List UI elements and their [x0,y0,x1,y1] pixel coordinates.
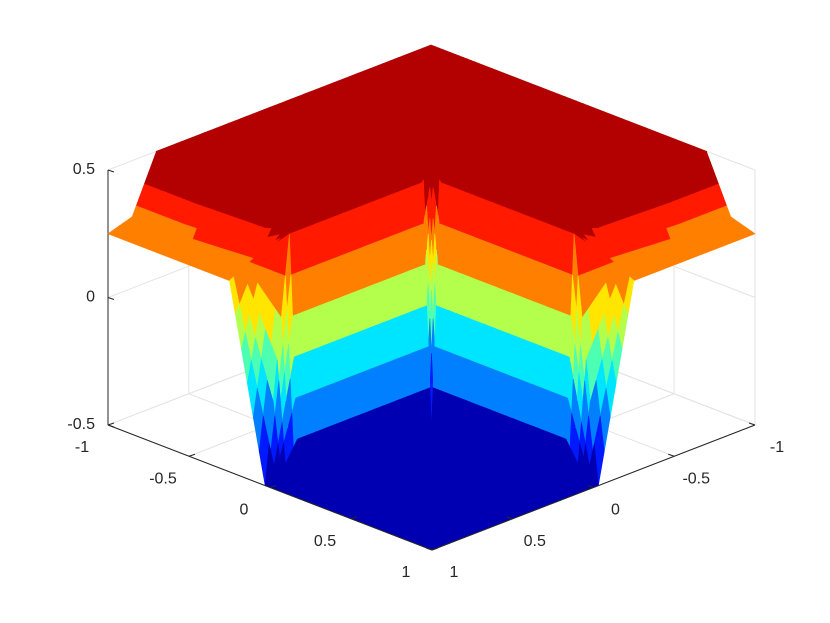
surface-patch [499,205,514,252]
surface-patch [340,292,356,339]
x-tick-label: 0 [240,502,249,519]
x-tick-label: -1 [75,439,89,456]
y-tick-label: 1 [450,564,459,581]
surface-patch [351,246,366,293]
tick-mark [107,297,115,300]
surface-patch [356,369,371,416]
surface-patch [508,292,523,339]
z-tick-label: -0.5 [67,416,95,433]
surface-patch [523,214,538,262]
surface-patch [483,282,499,330]
surface-patch [466,401,482,448]
tick-mark [107,169,115,173]
surface-patch [330,337,345,385]
surface-patch [313,219,328,267]
surface-patch [517,378,532,426]
surface-patch [471,278,487,325]
surface-patch [492,369,508,416]
surface-patch [342,333,357,380]
tick-mark [431,547,439,551]
surface-patch [521,255,537,303]
surface-patch [468,360,483,407]
surface-patch [473,237,488,284]
surface-patch [470,319,485,366]
y-tick-label: 0 [611,502,620,519]
surface-patch [333,419,348,467]
surface-patch [368,364,383,412]
y-tick-label: 0.5 [524,533,546,550]
tick-mark [748,422,756,426]
surface-patch [325,214,340,262]
surface-patch [352,287,368,334]
surface-patch [361,200,377,248]
surface-patch [357,410,373,457]
surface-patch [349,205,364,252]
surface-patch [337,210,352,257]
surface-patch [504,374,520,421]
surface-patch [478,405,494,453]
surface-patch [381,401,397,448]
x-tick-label: -0.5 [149,470,177,487]
surface-patch [316,301,331,349]
surface-patch [495,287,511,334]
surface-patch [318,342,333,390]
surface-patch [369,405,385,453]
surface-patch [520,296,535,344]
surface-patch [532,301,547,349]
surface-patch [491,410,506,457]
tick-mark [587,485,594,488]
tick-mark [107,422,115,426]
surface-patch [506,333,521,380]
surface-patch [331,378,347,426]
surface-patch [480,364,495,412]
y-tick-label: -0.5 [682,470,710,487]
surface-patch [327,255,342,303]
surface-patch [345,415,360,462]
surface-patch [380,360,395,407]
tick-mark [350,516,358,520]
surface-patch [518,337,534,385]
surface-patch [485,241,500,289]
surface-patch [474,196,490,243]
surface-patch [354,328,369,375]
surface-patch [375,237,390,284]
tick-mark [188,453,196,457]
surface-patch [373,196,389,243]
tick-mark [269,485,277,488]
y-tick-label: -1 [770,439,784,456]
surface-patch [497,246,512,293]
surface-patch [363,241,378,289]
surface-patch [321,424,336,472]
tick-mark [506,516,513,520]
surface-patch [366,323,381,371]
x-tick-label: 0.5 [314,533,336,550]
surface-patch [378,319,394,366]
surface-patch [509,251,525,298]
surface-patch [328,296,343,344]
surface-patch [530,342,546,390]
surface-patch [534,260,549,308]
surface-patch [527,424,542,472]
surface-patch [511,210,526,257]
tick-mark [425,547,433,551]
surface-patch [503,415,518,462]
surface-patch [535,219,551,267]
surface-patch [494,328,509,375]
surface-patch [319,383,335,431]
x-tick-label: 1 [402,564,411,581]
surface-patch [487,200,502,248]
surface-patch [482,323,497,371]
surface-patch [343,374,359,421]
tick-mark [668,453,675,457]
surface-patch [364,282,380,330]
surface-patch [515,419,530,467]
surface-patch [339,251,354,298]
surface-patch [314,260,330,308]
surface-patch [529,383,544,431]
z-tick-label: 0.5 [73,161,95,178]
z-tick-label: 0 [86,289,95,306]
surface-patch [377,278,392,325]
